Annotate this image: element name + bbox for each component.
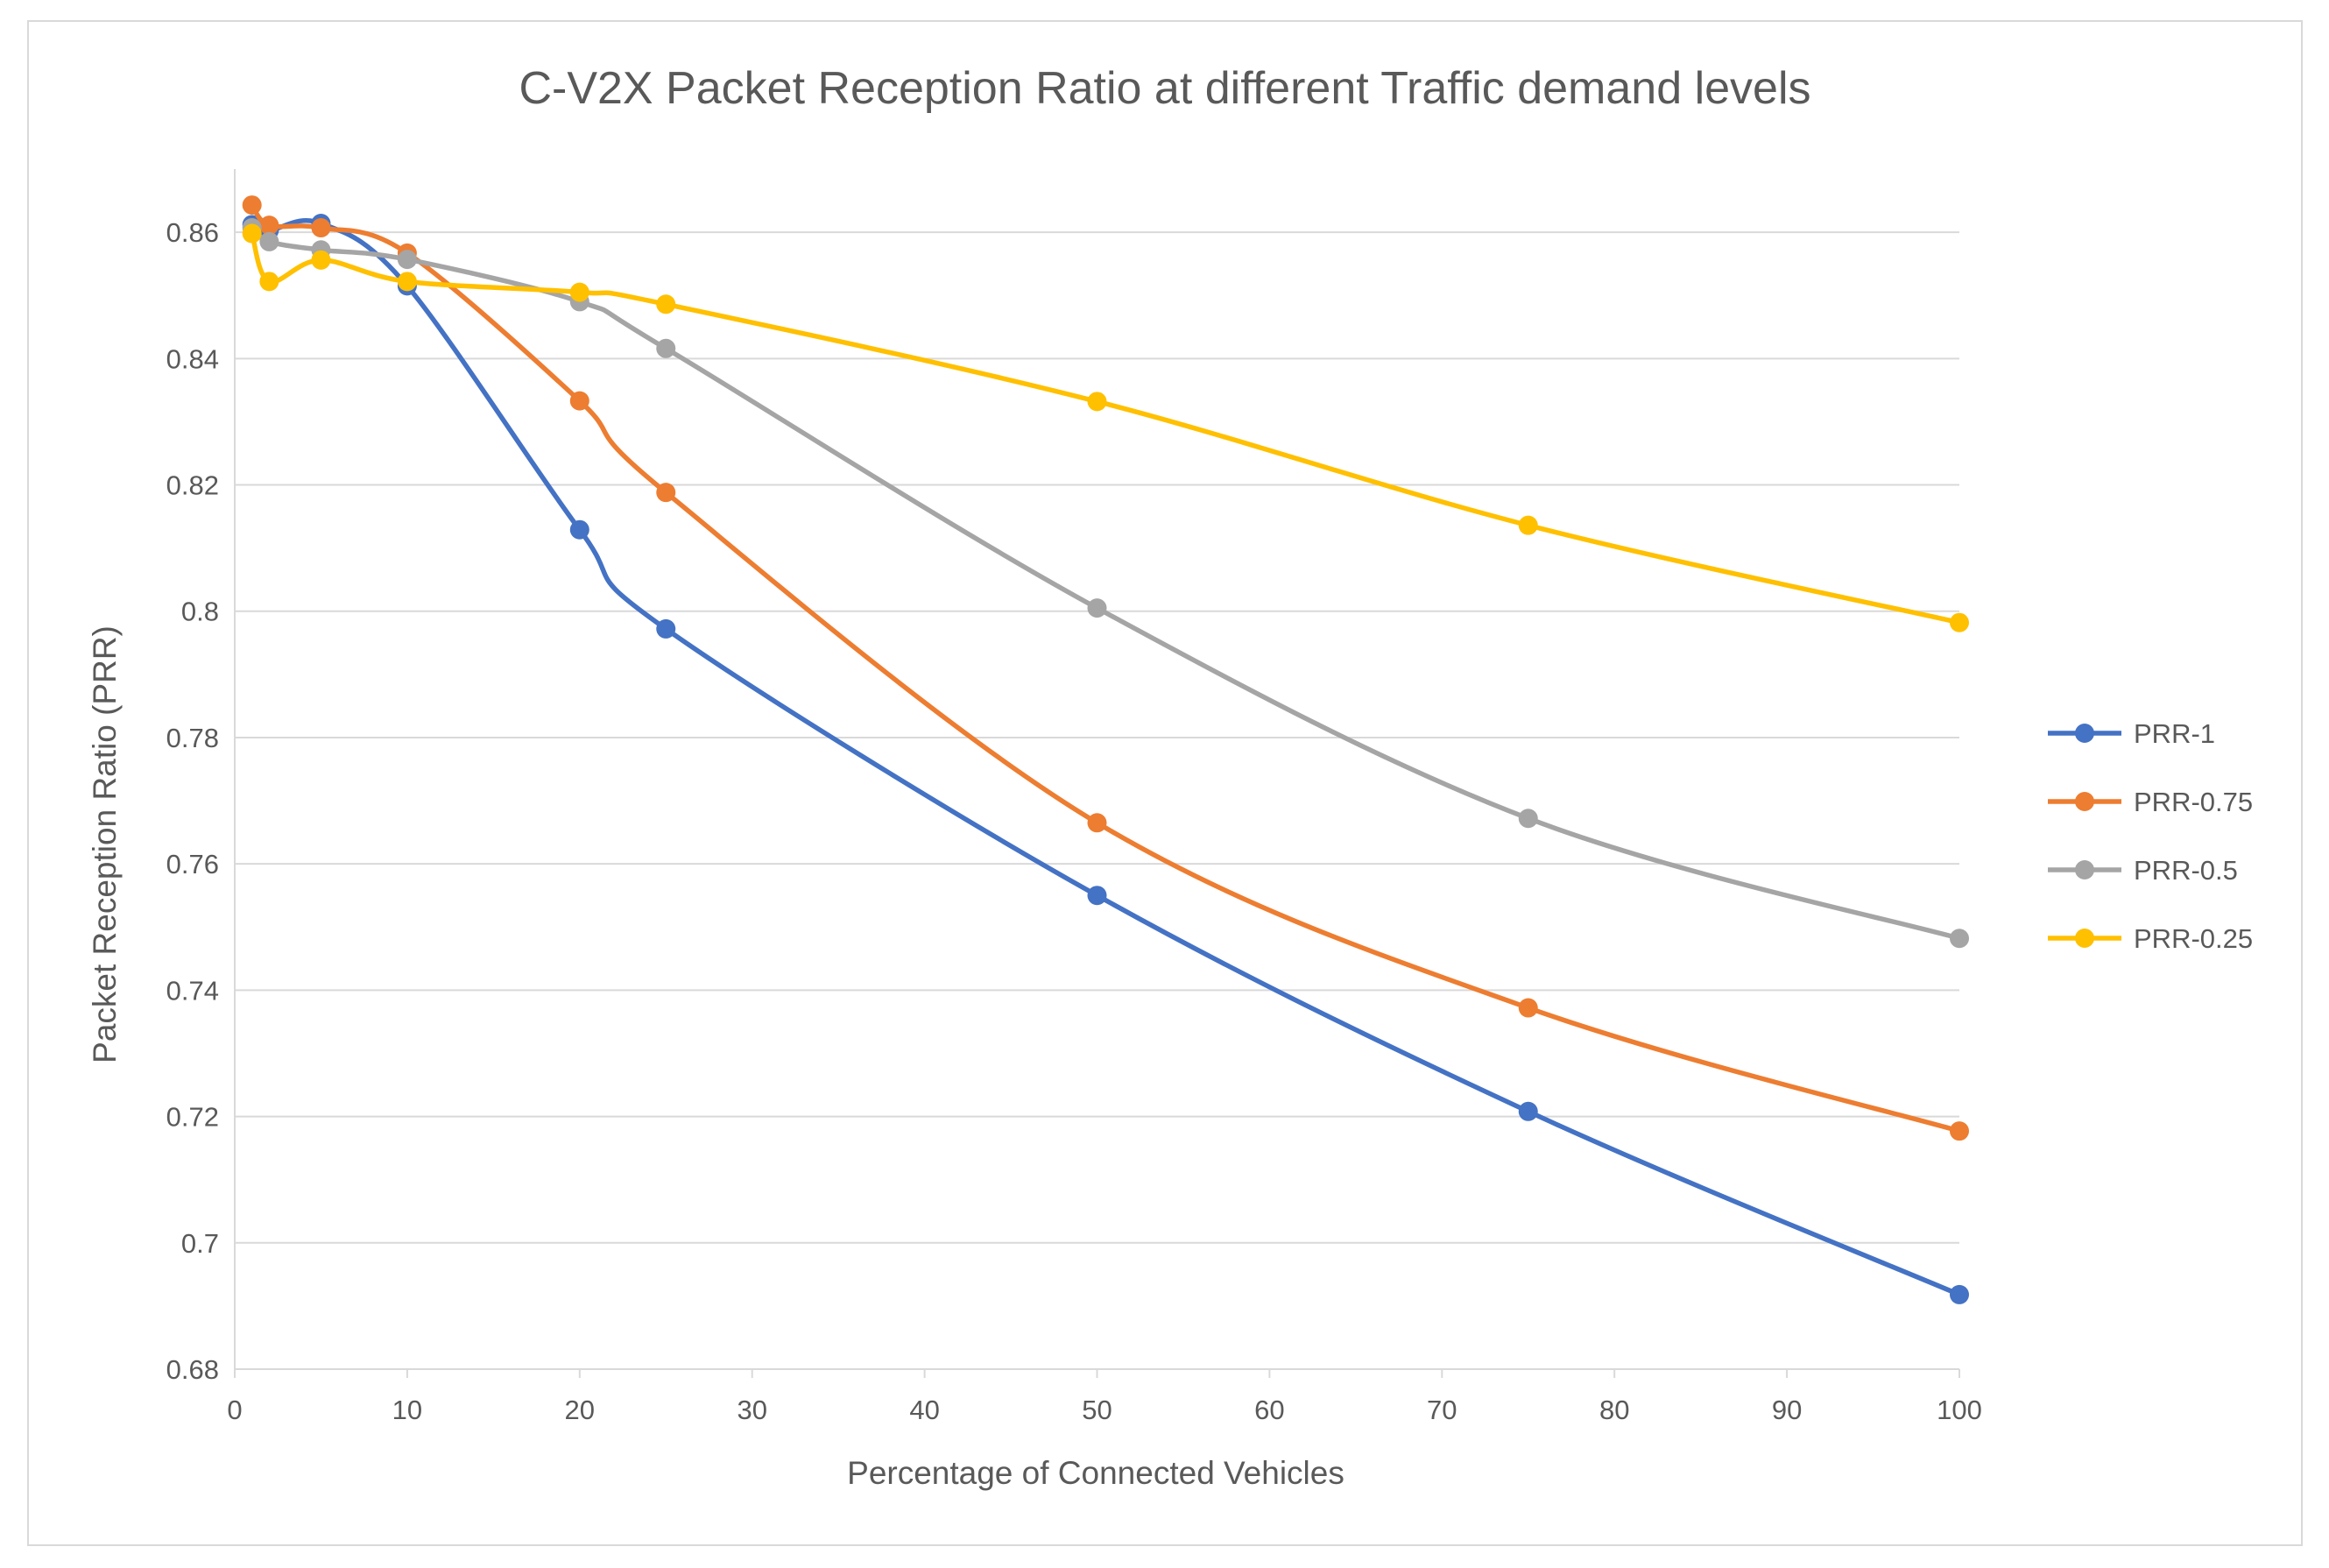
legend-label: PRR-0.25 [2134,923,2253,954]
legend-marker [2075,724,2094,743]
x-tick-label: 20 [565,1395,595,1425]
legend-item-prr-1: PRR-1 [2048,718,2215,749]
legend-item-prr-0-75: PRR-0.75 [2048,787,2253,817]
data-point-prr-0-75 [1087,813,1107,833]
x-tick-label: 70 [1427,1395,1457,1425]
data-point-prr-1 [656,618,676,639]
y-tick-label: 0.86 [166,217,219,248]
legend: PRR-1 PRR-0.75 PRR-0.5 PRR-0.25 [2048,718,2253,954]
data-point-prr-1 [569,519,589,540]
x-tick-label: 30 [737,1395,766,1425]
series-prr-0-5 [242,218,1969,949]
legend-label: PRR-0.75 [2134,787,2253,817]
series-prr-0-25 [242,223,1969,632]
y-tick-label: 0.78 [166,723,219,753]
data-point-prr-0-25 [242,223,262,244]
data-point-prr-0-5 [656,338,676,358]
axis-layer: 0.68 0.7 0.72 0.74 0.76 0.78 0.8 0.82 0.84 0.86 0 1… [166,169,1982,1425]
chart-title: C-V2X Packet Reception Ratio at differen… [519,63,1810,114]
y-tick-label: 0.82 [166,470,219,501]
x-tick-label: 80 [1599,1395,1629,1425]
data-point-prr-0-25 [1518,515,1538,535]
data-point-prr-0-75 [1518,998,1538,1018]
y-tick-label: 0.8 [181,597,219,627]
x-tick-label: 0 [227,1395,242,1425]
data-point-prr-0-75 [656,483,676,503]
data-point-prr-0-25 [1087,392,1107,412]
data-point-prr-0-5 [1087,598,1107,618]
y-tick-label: 0.7 [181,1228,219,1259]
data-point-prr-0-5 [259,231,279,251]
data-point-prr-0-75 [259,215,279,236]
x-tick-label: 100 [1937,1395,1982,1425]
y-tick-label: 0.72 [166,1102,219,1133]
data-point-prr-0-25 [311,250,331,270]
data-point-prr-0-75 [1950,1121,1969,1141]
legend-label: PRR-0.5 [2134,855,2238,886]
data-point-prr-0-25 [656,294,676,314]
data-point-prr-0-75 [311,218,331,238]
data-point-prr-0-5 [1950,929,1969,949]
data-point-prr-0-25 [1950,612,1969,632]
data-point-prr-0-5 [1518,809,1538,829]
series-prr-0-75 [242,195,1969,1141]
data-point-prr-0-5 [397,250,417,270]
data-point-prr-0-75 [569,391,589,411]
y-tick-label: 0.68 [166,1354,219,1385]
data-point-prr-0-75 [242,195,262,215]
x-tick-label: 10 [392,1395,422,1425]
series-layer [242,195,1969,1304]
x-tick-label: 90 [1772,1395,1802,1425]
legend-marker [2075,792,2094,811]
legend-item-prr-0-5: PRR-0.5 [2048,855,2238,886]
x-tick-label: 50 [1082,1395,1112,1425]
legend-item-prr-0-25: PRR-0.25 [2048,923,2253,954]
data-point-prr-0-25 [569,282,589,302]
data-point-prr-1 [1087,886,1107,906]
y-tick-label: 0.76 [166,849,219,879]
x-tick-label: 40 [909,1395,939,1425]
y-tick-label: 0.84 [166,343,219,374]
legend-marker [2075,860,2094,879]
y-axis-title: Packet Reception Ratio (PRR) [87,625,123,1063]
data-point-prr-1 [1950,1284,1969,1304]
y-tick-label: 0.74 [166,975,219,1006]
x-axis-title: Percentage of Connected Vehicles [847,1455,1344,1491]
data-point-prr-1 [1518,1101,1538,1121]
legend-marker [2075,929,2094,948]
data-point-prr-0-25 [397,272,417,292]
x-tick-label: 60 [1254,1395,1284,1425]
data-point-prr-0-25 [259,272,279,292]
legend-label: PRR-1 [2134,718,2215,749]
